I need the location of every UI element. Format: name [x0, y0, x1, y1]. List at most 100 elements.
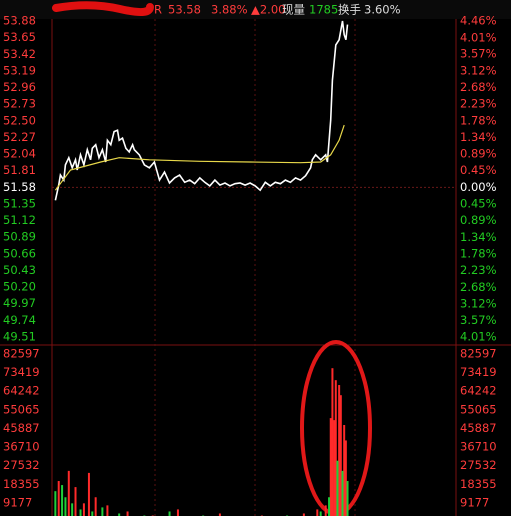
y2-tick-label: 27532	[460, 458, 497, 472]
y-tick-label: 45887	[3, 421, 40, 435]
y-tick-label: 49.97	[3, 296, 36, 310]
y-tick-label: 51.58	[3, 180, 36, 194]
volume-bar	[328, 497, 331, 516]
volume-bar	[57, 481, 60, 516]
y2-tick-label: 55065	[460, 402, 497, 416]
redaction	[52, 1, 154, 16]
y-tick-label: 51.35	[3, 196, 36, 210]
turnover-label: 换手	[338, 3, 361, 17]
volume-bar	[319, 511, 322, 516]
volume: 1785	[309, 3, 338, 17]
y-tick-label: 9177	[3, 495, 32, 509]
y-tick-label: 52.04	[3, 147, 36, 161]
y-tick-label: 64242	[3, 384, 40, 398]
y-tick-label: 53.42	[3, 47, 36, 61]
y2-tick-label: 3.12%	[460, 63, 497, 77]
volume-bar	[218, 513, 221, 516]
y2-tick-label: 2.23%	[460, 263, 497, 277]
y-tick-label: 49.74	[3, 313, 36, 327]
y2-tick-label: 45887	[460, 421, 497, 435]
y2-tick-label: 64242	[460, 384, 497, 398]
y2-tick-label: 4.46%	[460, 14, 497, 28]
volume-bar	[126, 511, 129, 516]
volume-bar	[341, 470, 344, 516]
y2-tick-label: 0.89%	[460, 147, 497, 161]
y2-tick-label: 82597	[460, 347, 497, 361]
y-tick-label: 52.50	[3, 113, 36, 127]
y-tick-label: 53.65	[3, 30, 36, 44]
y-tick-label: 27532	[3, 458, 40, 472]
volume-bar	[176, 509, 179, 516]
volume-bar	[333, 420, 336, 516]
volume-bar	[302, 513, 305, 516]
y2-tick-label: 4.01%	[460, 30, 497, 44]
y-tick-label: 51.12	[3, 213, 36, 227]
change-pct: 3.88%	[211, 3, 248, 17]
y-tick-label: 50.20	[3, 280, 36, 294]
volume-bar	[91, 511, 94, 516]
volume-bar	[74, 487, 77, 516]
volume-bar	[324, 505, 327, 516]
y2-tick-label: 1.34%	[460, 230, 497, 244]
volume-bar	[54, 491, 57, 516]
volume-bar	[87, 472, 90, 516]
volume-bar	[334, 380, 337, 516]
y2-tick-label: 1.78%	[460, 113, 497, 127]
turnover: 3.60%	[364, 3, 401, 17]
y2-tick-label: 2.68%	[460, 280, 497, 294]
y-tick-label: 50.66	[3, 246, 36, 260]
y2-tick-label: 73419	[460, 365, 497, 379]
volume-bar	[94, 497, 97, 516]
y-tick-label: 51.81	[3, 163, 36, 177]
y-tick-label: 18355	[3, 477, 40, 491]
y2-tick-label: 9177	[460, 495, 489, 509]
volume-bar	[67, 470, 70, 516]
volume-bar	[316, 509, 319, 516]
y-tick-label: 50.89	[3, 230, 36, 244]
price-line	[54, 20, 349, 201]
volume-bar	[339, 395, 342, 516]
volume-bar	[101, 507, 104, 516]
y2-tick-label: 3.57%	[460, 313, 497, 327]
volume-bar	[64, 497, 67, 516]
y-tick-label: 49.51	[3, 330, 36, 344]
price-line	[54, 124, 345, 191]
volume-bar	[331, 368, 334, 516]
volume-bar	[336, 460, 339, 516]
y-tick-label: 52.96	[3, 80, 36, 94]
price: 53.58	[168, 3, 201, 17]
volume-bar	[71, 503, 74, 516]
y-tick-label: 82597	[3, 347, 40, 361]
y-tick-label: 73419	[3, 365, 40, 379]
volume-label: 现量	[282, 3, 305, 17]
y2-tick-label: 0.45%	[460, 197, 497, 211]
y-tick-label: 50.43	[3, 263, 36, 277]
y2-tick-label: 2.68%	[460, 80, 497, 94]
y2-tick-label: 0.89%	[460, 213, 497, 227]
y2-tick-label: 1.34%	[460, 130, 497, 144]
y2-tick-label: 3.12%	[460, 296, 497, 310]
volume-bar	[343, 425, 346, 516]
y-tick-label: 53.88	[3, 14, 36, 28]
y2-tick-label: 2.23%	[460, 97, 497, 111]
y2-tick-label: 36710	[460, 440, 497, 454]
volume-bar	[106, 505, 109, 516]
y2-tick-label: 18355	[460, 477, 497, 491]
flag: R	[154, 3, 162, 17]
y-tick-label: 52.27	[3, 130, 36, 144]
y2-tick-label: 1.78%	[460, 246, 497, 260]
volume-bar	[82, 503, 85, 516]
y2-tick-label: 0.00%	[460, 180, 497, 194]
y-tick-label: 36710	[3, 440, 40, 454]
y-tick-label: 53.19	[3, 63, 36, 77]
change: ▲2.00	[251, 3, 285, 17]
volume-bar	[118, 513, 121, 516]
y2-tick-label: 0.45%	[460, 163, 497, 177]
volume-bar	[168, 511, 171, 516]
y-tick-label: 55065	[3, 402, 40, 416]
volume-bar	[61, 485, 64, 516]
y2-tick-label: 4.01%	[460, 330, 497, 344]
volume-bar	[346, 481, 349, 516]
y-tick-label: 52.73	[3, 97, 36, 111]
